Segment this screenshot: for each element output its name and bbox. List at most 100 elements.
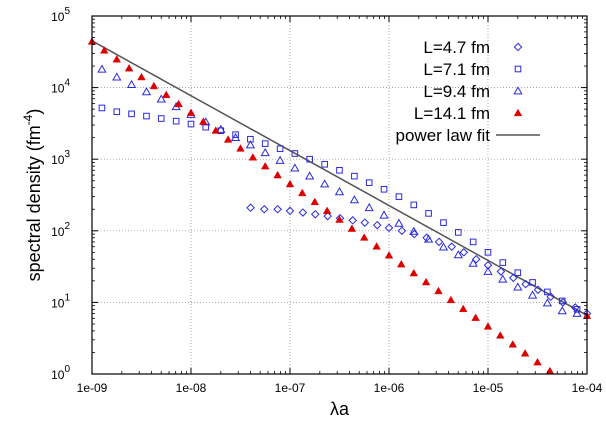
data-point [336, 166, 343, 174]
y-axis-title: spectral density (fm-4) [21, 109, 44, 282]
data-point [438, 242, 449, 251]
data-point [128, 110, 135, 118]
data-point [372, 220, 382, 230]
y-tick-label: 103 [51, 149, 70, 167]
series-3 [87, 37, 592, 375]
data-point [499, 259, 507, 266]
data-point [454, 229, 462, 236]
data-point [410, 201, 418, 209]
power-law-fit-line [91, 40, 588, 316]
data-point [149, 81, 159, 90]
data-point [291, 150, 299, 157]
y-tick-label-base: 10 [51, 82, 65, 96]
data-point [397, 226, 407, 236]
data-point [273, 170, 282, 179]
data-point [100, 46, 109, 54]
y-tick-label-exp: 3 [64, 149, 70, 160]
y-tick-label-exp: 1 [64, 292, 70, 303]
data-point [469, 238, 477, 246]
y-tick-label-base: 10 [51, 153, 65, 167]
legend-symbol [513, 86, 523, 95]
data-point [259, 204, 269, 214]
legend-label: L=9.4 fm [423, 82, 490, 101]
data-point [161, 90, 171, 99]
data-point [384, 223, 394, 233]
data-point [521, 279, 530, 289]
plot-frame [91, 15, 588, 375]
markers [87, 37, 592, 375]
data-point [334, 187, 345, 196]
data-point [423, 234, 434, 243]
data-point [141, 87, 152, 96]
data-point [394, 218, 404, 227]
data-point [216, 124, 226, 133]
data-point [533, 357, 542, 366]
y-axis-title-exp: -4 [21, 114, 35, 125]
data-point [347, 224, 357, 232]
ticks [91, 15, 588, 375]
series-0 [246, 203, 592, 318]
data-point [508, 340, 518, 348]
x-tick-label: 1e-09 [77, 381, 108, 395]
data-point [351, 172, 358, 180]
x-axis-title: λa [330, 399, 350, 419]
legend-symbol [514, 65, 522, 73]
data-point [322, 206, 332, 214]
data-point [112, 55, 122, 63]
data-point [557, 306, 567, 315]
x-tick-label: 1e-06 [374, 381, 405, 395]
data-point [273, 204, 282, 214]
data-point [372, 242, 381, 250]
data-point [508, 273, 518, 283]
y-tick-label: 104 [51, 78, 70, 96]
y-tick-label-base: 10 [51, 368, 65, 382]
legend-symbol [513, 42, 523, 52]
data-point [542, 298, 553, 307]
data-point [458, 304, 468, 313]
data-point [359, 233, 369, 241]
y-tick-label: 105 [51, 6, 70, 24]
data-point [471, 313, 480, 321]
y-tick-label: 101 [51, 292, 70, 310]
data-point [529, 279, 536, 286]
data-point [349, 195, 360, 204]
data-point [157, 115, 165, 122]
data-point [364, 202, 374, 212]
data-point [211, 126, 221, 134]
data-point [434, 286, 443, 295]
data-point [335, 215, 344, 223]
data-point [513, 282, 523, 291]
data-point [232, 131, 239, 138]
legend-label: L=7.1 fm [423, 60, 490, 79]
data-point [285, 179, 295, 188]
data-point [498, 274, 508, 283]
data-point [434, 237, 444, 247]
y-tick-label-base: 10 [51, 296, 65, 310]
data-point [440, 219, 447, 226]
data-point [409, 268, 419, 277]
data-point [360, 218, 370, 227]
data-point [558, 297, 566, 305]
data-point [527, 290, 538, 299]
data-point [156, 94, 166, 103]
data-point [422, 233, 431, 243]
data-point [261, 140, 269, 147]
data-point [290, 163, 300, 172]
data-point [143, 112, 150, 120]
data-point [187, 120, 195, 128]
data-point [310, 197, 320, 206]
data-point [483, 260, 493, 270]
data-point [236, 144, 245, 152]
data-point [310, 209, 320, 219]
data-point [379, 210, 389, 219]
y-tick-label: 102 [51, 221, 70, 239]
data-point [365, 179, 373, 186]
legend: L=4.7 fm L=7.1 fm L=9.4 fm L=14.1 fm power l… [396, 38, 540, 145]
data-point [425, 210, 432, 217]
data-point [275, 155, 285, 164]
data-point [137, 72, 146, 81]
data-point [285, 206, 295, 216]
data-point [533, 285, 543, 295]
data-point [471, 254, 481, 264]
